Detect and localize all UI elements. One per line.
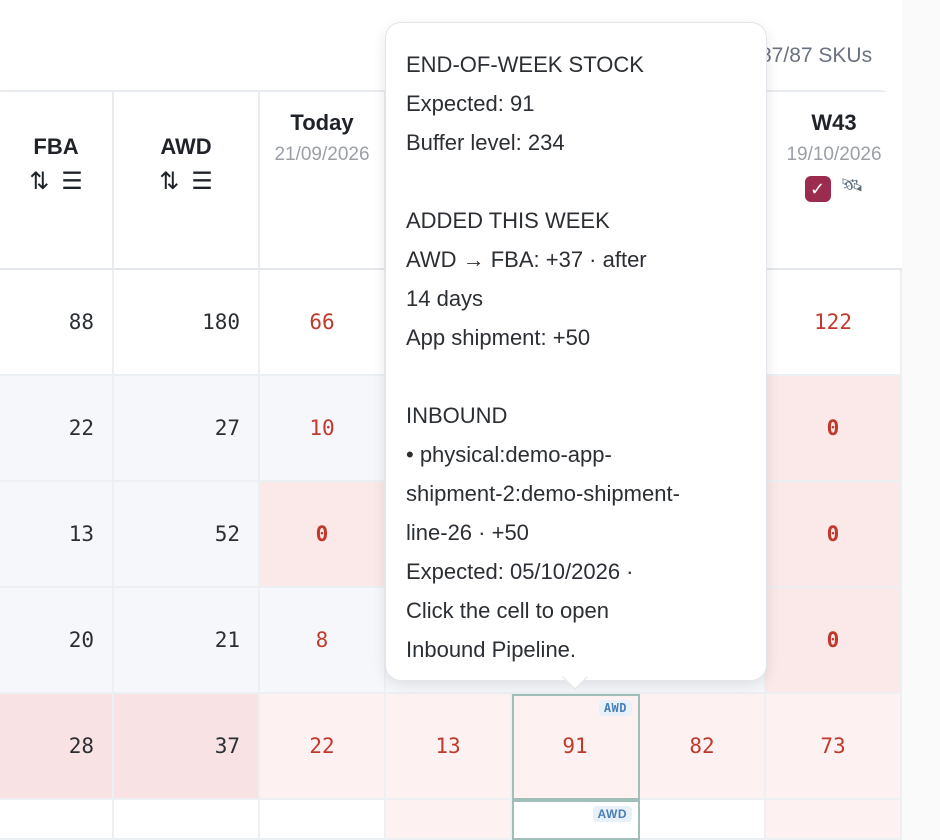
cell-awd[interactable]: 180: [114, 270, 260, 376]
column-title-fba: FBA: [33, 134, 79, 159]
cell-awd[interactable]: 21: [114, 588, 260, 694]
cell-forecast[interactable]: [766, 800, 902, 840]
awd-badge: AWD: [592, 806, 632, 822]
tooltip-heading-stock: END-OF-WEEK STOCK: [406, 52, 644, 77]
column-date-w43: 19/10/2026: [786, 144, 882, 165]
column-header-w43: W43 19/10/2026 ✓ 🛰: [766, 92, 902, 268]
cell-awd[interactable]: [114, 800, 260, 840]
cell-fba[interactable]: 13: [0, 482, 114, 588]
column-title-awd: AWD: [160, 134, 212, 159]
sort-arrows-icon[interactable]: ⇅: [29, 168, 50, 195]
filter-icon[interactable]: ☰: [61, 168, 83, 195]
cell-forecast[interactable]: 8: [260, 588, 386, 694]
column-header-today: Today 21/09/2026: [260, 92, 386, 268]
cell-forecast[interactable]: 0: [766, 588, 902, 694]
tooltip-inbound-line2: shipment-2:demo-shipment-: [406, 481, 680, 506]
tooltip-heading-added: ADDED THIS WEEK: [406, 208, 610, 233]
tooltip-app-shipment: App shipment: +50: [406, 325, 591, 350]
cell-value: 91: [562, 734, 588, 758]
tooltip-inbound-line3: line-26 · +50: [406, 520, 529, 545]
tooltip-awd-fba: AWD → FBA: +37 · after: [406, 247, 647, 272]
cell-forecast[interactable]: 66: [260, 270, 386, 376]
cell-fba[interactable]: 22: [0, 376, 114, 482]
cell-forecast[interactable]: 0: [766, 482, 902, 588]
tooltip-hint-line1: Click the cell to open: [406, 598, 609, 623]
cell-forecast-selected[interactable]: 91 AWD: [512, 694, 640, 800]
sku-count: 87/87 SKUs: [760, 44, 873, 67]
cell-forecast[interactable]: 0: [766, 376, 902, 482]
page-gutter: [902, 0, 940, 840]
column-title-w43: W43: [811, 110, 857, 135]
cell-forecast[interactable]: 10: [260, 376, 386, 482]
cell-fba[interactable]: 28: [0, 694, 114, 800]
tooltip-inbound-expected: Expected: 05/10/2026 ·: [406, 559, 634, 584]
cell-forecast[interactable]: AWD: [512, 800, 640, 840]
column-title-today: Today: [290, 110, 354, 135]
cell-fba[interactable]: 20: [0, 588, 114, 694]
filter-icon[interactable]: ☰: [191, 168, 213, 195]
cell-forecast[interactable]: 13: [386, 694, 512, 800]
cell-forecast[interactable]: 122: [766, 270, 902, 376]
sort-arrows-icon[interactable]: ⇅: [159, 168, 180, 195]
tooltip-buffer: Buffer level: 234: [406, 130, 565, 155]
cell-forecast[interactable]: 0: [260, 482, 386, 588]
column-header-fba: FBA ⇅ ☰: [0, 92, 114, 268]
cell-tooltip: END-OF-WEEK STOCK Expected: 91 Buffer le…: [385, 22, 767, 681]
cell-forecast[interactable]: [640, 800, 766, 840]
cell-fba[interactable]: [0, 800, 114, 840]
tooltip-heading-inbound: INBOUND: [406, 403, 508, 428]
tooltip-awd-fba-days: 14 days: [406, 286, 484, 311]
column-date-today: 21/09/2026: [274, 144, 370, 165]
cell-forecast[interactable]: 22: [260, 694, 386, 800]
tooltip-expected: Expected: 91: [406, 91, 535, 116]
cell-forecast[interactable]: [260, 800, 386, 840]
cell-awd[interactable]: 27: [114, 376, 260, 482]
cell-forecast[interactable]: 82: [640, 694, 766, 800]
cell-fba[interactable]: 88: [0, 270, 114, 376]
tooltip-hint-line2: Inbound Pipeline.: [406, 637, 577, 662]
tooltip-inbound-line1: • physical:demo-app-: [406, 442, 612, 467]
column-header-awd: AWD ⇅ ☰: [114, 92, 260, 268]
awd-badge: AWD: [598, 700, 632, 716]
check-icon[interactable]: ✓: [804, 176, 831, 202]
satellite-icon: 🛰: [840, 175, 864, 195]
cell-awd[interactable]: 52: [114, 482, 260, 588]
cell-forecast[interactable]: 73: [766, 694, 902, 800]
cell-awd[interactable]: 37: [114, 694, 260, 800]
cell-forecast[interactable]: [386, 800, 512, 840]
